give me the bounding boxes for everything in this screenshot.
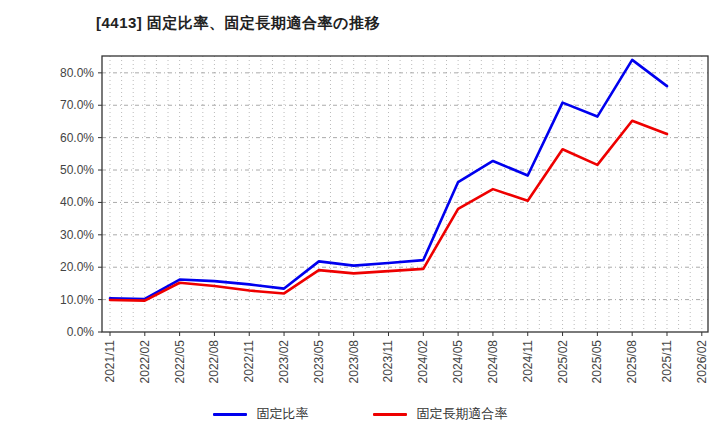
y-tick-label: 60.0% — [60, 131, 94, 145]
x-tick-label: 2025/11 — [660, 340, 674, 383]
chart-container: [4413] 固定比率、固定長期適合率の推移 0.0%10.0%20.0%30.… — [0, 0, 720, 440]
x-tick-label: 2024/11 — [521, 340, 535, 383]
x-tick-label: 2024/05 — [451, 340, 465, 384]
y-tick-label: 70.0% — [60, 98, 94, 112]
x-tick-label: 2024/02 — [416, 340, 430, 384]
legend-label: 固定長期適合率 — [417, 405, 508, 423]
x-tick-label: 2023/02 — [277, 340, 291, 384]
legend-line-swatch-red — [373, 413, 407, 416]
x-tick-label: 2022/11 — [242, 340, 256, 383]
x-tick-label: 2026/02 — [695, 340, 709, 384]
y-tick-label: 10.0% — [60, 293, 94, 307]
series-line-0 — [110, 60, 667, 299]
series-line-1 — [110, 121, 667, 301]
x-tick-label: 2022/02 — [138, 340, 152, 384]
chart-legend: 固定比率 固定長期適合率 — [0, 405, 720, 423]
y-tick-label: 0.0% — [67, 325, 95, 339]
x-tick-label: 2025/08 — [625, 340, 639, 384]
x-tick-label: 2023/11 — [381, 340, 395, 383]
x-tick-label: 2025/02 — [556, 340, 570, 384]
y-tick-label: 20.0% — [60, 260, 94, 274]
x-tick-label: 2025/05 — [590, 340, 604, 384]
y-tick-label: 40.0% — [60, 195, 94, 209]
x-tick-label: 2023/08 — [347, 340, 361, 384]
x-tick-label: 2022/05 — [173, 340, 187, 384]
plot-border — [102, 56, 708, 332]
legend-item-fixed-ratio: 固定比率 — [213, 405, 309, 423]
legend-line-swatch-blue — [213, 413, 247, 416]
legend-label: 固定比率 — [257, 405, 309, 423]
x-tick-label: 2022/08 — [207, 340, 221, 384]
y-tick-label: 30.0% — [60, 228, 94, 242]
line-chart: 0.0% 10.0% 20.0% 30.0% 40.0% 50.0% 60.0% 70.0% 8… — [0, 0, 720, 440]
x-tick-label: 2023/05 — [312, 340, 326, 384]
x-tick-label: 2021/11 — [103, 340, 117, 383]
x-tick-label: 2024/08 — [486, 340, 500, 384]
y-tick-label: 80.0% — [60, 66, 94, 80]
y-tick-label: 50.0% — [60, 163, 94, 177]
legend-item-fixed-longterm-ratio: 固定長期適合率 — [373, 405, 508, 423]
